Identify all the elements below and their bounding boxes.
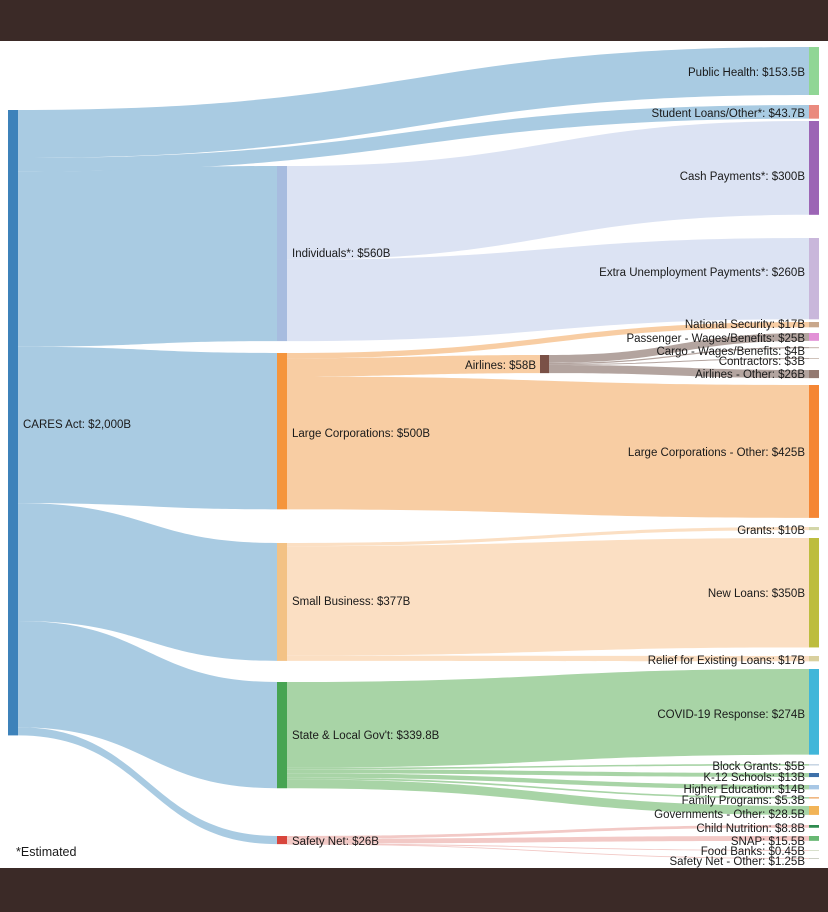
flow-cares-small_business <box>18 503 277 661</box>
label-cash_payments: Cash Payments*: $300B <box>680 171 806 183</box>
flow-airlines-cargo_wages <box>549 347 809 365</box>
bottom-frame-bar <box>0 868 828 912</box>
flow-cares-public_health <box>18 47 809 158</box>
node-student_loans <box>809 105 819 119</box>
label-airlines_other: Airlines - Other: $26B <box>695 369 805 381</box>
flow-individuals-extra_unemployment <box>287 238 809 342</box>
flow-small_business-grants <box>287 527 809 547</box>
node-higher_ed <box>809 785 819 790</box>
flow-state_local-family_programs <box>287 777 809 799</box>
label-national_security: National Security: $17B <box>685 319 806 331</box>
flow-large_corps-airlines <box>287 355 540 377</box>
label-large_corps: Large Corporations: $500B <box>292 428 430 440</box>
node-new_loans <box>809 538 819 648</box>
flow-state_local-higher_ed <box>287 773 809 790</box>
flow-safety_net-snap <box>287 836 809 844</box>
node-extra_unemployment <box>809 238 819 320</box>
node-safety_net_other <box>809 858 819 859</box>
flow-small_business-relief_existing <box>287 655 809 662</box>
flow-small_business-new_loans <box>287 538 809 656</box>
label-covid_response: COVID-19 Response: $274B <box>657 709 805 721</box>
flow-state_local-covid_response <box>287 669 809 768</box>
node-food_banks <box>809 850 819 851</box>
flow-safety_net-child_nutrition <box>287 825 809 839</box>
footnote-estimated: *Estimated <box>16 845 77 859</box>
flow-cares-large_corps <box>18 346 277 510</box>
flow-cares-individuals <box>18 166 277 347</box>
node-large_corps <box>277 353 287 510</box>
node-airlines_other <box>809 370 819 379</box>
label-airlines: Airlines: $58B <box>465 360 536 372</box>
node-small_business <box>277 543 287 661</box>
node-passenger_wages <box>809 333 819 341</box>
node-cash_payments <box>809 121 819 215</box>
node-airlines <box>540 355 549 374</box>
label-large_corps_other: Large Corporations - Other: $425B <box>628 447 805 459</box>
label-state_local: State & Local Gov't: $339.8B <box>292 730 440 742</box>
node-cares <box>8 110 18 736</box>
label-new_loans: New Loans: $350B <box>708 588 806 600</box>
label-govts_other: Governments - Other: $28.5B <box>654 809 805 821</box>
label-cares: CARES Act: $2,000B <box>23 419 131 431</box>
node-relief_existing <box>809 656 819 662</box>
node-k12_schools <box>809 773 819 778</box>
flow-safety_net-safety_net_other <box>287 843 809 859</box>
label-individuals: Individuals*: $560B <box>292 248 391 260</box>
node-safety_net <box>277 836 287 845</box>
flow-large_corps-large_corps_other <box>287 376 809 518</box>
flow-state_local-block_grants <box>287 764 809 770</box>
node-national_security <box>809 322 819 328</box>
node-govts_other <box>809 806 819 815</box>
flow-airlines-contractors <box>549 358 809 366</box>
label-relief_existing: Relief for Existing Loans: $17B <box>648 655 806 667</box>
node-covid_response <box>809 669 819 755</box>
flow-large_corps-national_security <box>287 322 809 359</box>
node-child_nutrition <box>809 825 819 828</box>
label-grants: Grants: $10B <box>737 525 805 537</box>
node-contractors <box>809 358 819 359</box>
label-public_health: Public Health: $153.5B <box>688 67 805 79</box>
flow-individuals-cash_payments <box>287 121 809 260</box>
node-state_local <box>277 682 287 789</box>
flow-cares-safety_net <box>18 727 277 845</box>
label-higher_ed: Higher Education: $14B <box>684 784 806 796</box>
label-family_programs: Family Programs: $5.3B <box>682 795 806 807</box>
node-public_health <box>809 47 819 95</box>
flow-airlines-airlines_other <box>549 365 809 379</box>
label-food_banks: Food Banks: $0.45B <box>701 846 806 858</box>
flow-airlines-passenger_wages <box>549 333 809 363</box>
label-safety_net_other: Safety Net - Other: $1.25B <box>669 856 805 868</box>
label-passenger_wages: Passenger - Wages/Benefits: $25B <box>626 333 805 345</box>
node-individuals <box>277 166 287 342</box>
node-family_programs <box>809 797 819 799</box>
label-snap: SNAP: $15.5B <box>731 836 805 848</box>
node-cargo_wages <box>809 347 819 349</box>
node-grants <box>809 527 819 531</box>
label-student_loans: Student Loans/Other*: $43.7B <box>652 108 806 120</box>
top-frame-bar <box>0 0 828 41</box>
label-k12_schools: K-12 Schools: $13B <box>703 772 805 784</box>
label-extra_unemployment: Extra Unemployment Payments*: $260B <box>599 267 805 279</box>
label-block_grants: Block Grants: $5B <box>712 761 805 773</box>
label-contractors: Contractors: $3B <box>719 356 806 368</box>
node-large_corps_other <box>809 385 819 518</box>
node-block_grants <box>809 764 819 766</box>
flow-state_local-govts_other <box>287 779 809 815</box>
label-small_business: Small Business: $377B <box>292 596 411 608</box>
flow-state_local-k12_schools <box>287 769 809 778</box>
label-child_nutrition: Child Nutrition: $8.8B <box>696 823 805 835</box>
node-snap <box>809 836 819 841</box>
flow-cares-student_loans <box>18 105 809 172</box>
flow-safety_net-food_banks <box>287 843 809 851</box>
label-safety_net: Safety Net: $26B <box>292 836 379 848</box>
flow-cares-state_local <box>18 621 277 789</box>
label-cargo_wages: Cargo - Wages/Benefits: $4B <box>656 346 805 358</box>
